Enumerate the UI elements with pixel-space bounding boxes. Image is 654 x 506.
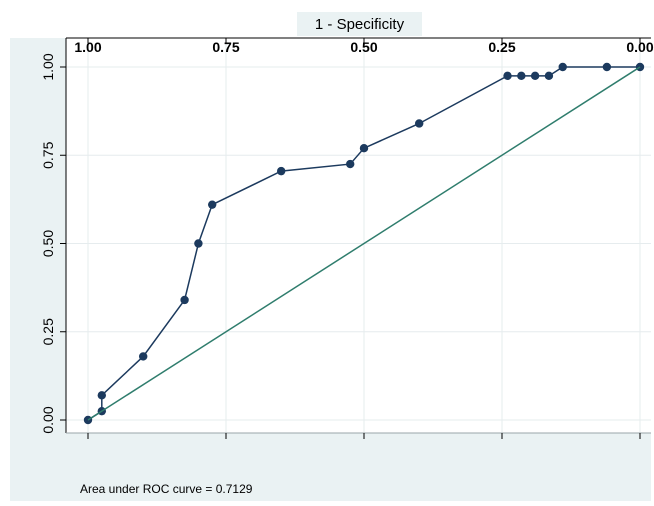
plot-area — [66, 38, 651, 433]
roc-point — [603, 63, 611, 71]
roc-point — [98, 391, 106, 399]
y-tick-label: 0.50 — [40, 230, 56, 257]
roc-point — [208, 200, 216, 208]
y-tick-label: 0.75 — [40, 141, 56, 168]
y-tick-label: 1.00 — [40, 53, 56, 80]
auc-annotation: Area under ROC curve = 0.7129 — [80, 482, 253, 496]
roc-point — [503, 72, 511, 80]
x-tick-label: 0.50 — [350, 39, 377, 55]
roc-point — [559, 63, 567, 71]
x-tick-label: 0.00 — [626, 39, 653, 55]
roc-point — [277, 167, 285, 175]
x-axis-title: 1 - Specificity — [315, 16, 405, 33]
roc-point — [194, 239, 202, 247]
roc-point — [180, 296, 188, 304]
roc-point — [139, 352, 147, 360]
x-tick-label: 0.25 — [488, 39, 515, 55]
roc-point — [517, 72, 525, 80]
roc-point — [360, 144, 368, 152]
y-tick-label: 0.25 — [40, 318, 56, 345]
roc-point — [531, 72, 539, 80]
x-tick-label: 1.00 — [74, 39, 101, 55]
roc-point — [545, 72, 553, 80]
roc-point — [346, 160, 354, 168]
x-tick-label: 0.75 — [212, 39, 239, 55]
y-tick-label: 0.00 — [40, 406, 56, 433]
roc-point — [415, 119, 423, 127]
